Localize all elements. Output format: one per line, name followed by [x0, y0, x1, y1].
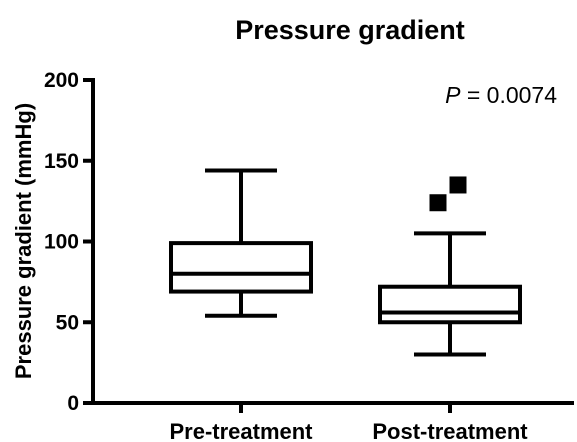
x-tick-label: Post-treatment [372, 419, 528, 442]
y-tick-label: 0 [67, 392, 79, 415]
outlier-point [449, 176, 467, 194]
y-tick-label: 100 [44, 231, 79, 254]
iqr-box [169, 241, 313, 294]
y-axis-label: Pressure gradient (mmHg) [11, 103, 36, 379]
y-tick-label: 150 [44, 150, 79, 173]
chart-title: Pressure gradient [235, 15, 465, 45]
x-tick-label: Pre-treatment [169, 419, 313, 442]
plot-area: 0 50 100 150 200 Pre-treatment Post-treatment [44, 69, 574, 442]
y-tick-label: 200 [44, 69, 79, 92]
p-value-annotation: P = 0.0074 [445, 82, 557, 108]
outlier-point [429, 194, 447, 212]
p-value-symbol: P [445, 82, 461, 108]
iqr-box [378, 284, 522, 325]
p-value-text: = 0.0074 [460, 82, 557, 108]
y-tick-label: 50 [56, 311, 79, 334]
